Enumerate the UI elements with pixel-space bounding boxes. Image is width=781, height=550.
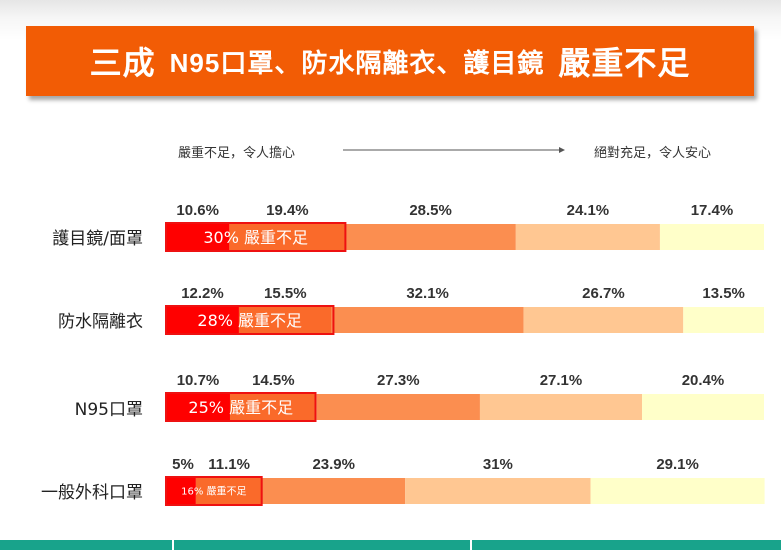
value-label: 31% [483, 456, 513, 473]
highlight-label: 16% 嚴重不足 [181, 485, 246, 498]
bar-segment [345, 224, 516, 250]
value-label: 10.6% [176, 202, 219, 219]
scale-left-label: 嚴重不足，令人擔心 [178, 146, 296, 161]
bar-segment [238, 307, 332, 333]
scale-arrow-icon [343, 147, 565, 153]
category-label: 護目鏡/面罩 [52, 229, 143, 249]
scale-right-label: 絕對充足，令人安心 [594, 146, 712, 161]
bar-segment [316, 394, 480, 420]
bar-segment [166, 478, 196, 504]
value-label: 19.4% [266, 202, 309, 219]
bar-segment [515, 224, 660, 250]
value-label: 27.1% [540, 372, 583, 389]
value-label: 24.1% [567, 202, 610, 219]
bar-segment [683, 307, 764, 333]
bar-segment [659, 224, 764, 250]
bar-segment [262, 478, 406, 504]
bar-segment [229, 224, 346, 250]
bar-segment [166, 394, 230, 420]
bar-segment [405, 478, 591, 504]
bottom-divider [172, 540, 174, 550]
title-items: N95口罩、防水隔離衣、護目鏡 [169, 47, 545, 78]
value-label: 13.5% [702, 285, 745, 302]
category-label: 防水隔離衣 [58, 312, 143, 332]
value-label: 26.7% [582, 285, 625, 302]
bar-segment [479, 394, 643, 420]
value-label: 17.4% [691, 202, 734, 219]
bottom-bar [0, 540, 781, 550]
value-label: 20.4% [682, 372, 725, 389]
bar-segment [166, 224, 230, 250]
value-label: 12.2% [181, 285, 224, 302]
highlight-box [165, 476, 263, 506]
value-label: 10.7% [177, 372, 220, 389]
value-label: 5% [172, 456, 194, 473]
highlight-label: 25% 嚴重不足 [188, 398, 293, 417]
bar-segment [331, 307, 524, 333]
value-label: 15.5% [264, 285, 307, 302]
title-banner: 三成 N95口罩、防水隔離衣、護目鏡 嚴重不足 [26, 26, 754, 96]
value-label: 23.9% [312, 456, 355, 473]
value-label: 32.1% [406, 285, 449, 302]
highlight-box [165, 222, 347, 252]
bottom-divider [470, 540, 472, 550]
highlight-label: 28% 嚴重不足 [197, 311, 302, 330]
value-label: 28.5% [409, 202, 452, 219]
bar-segment [229, 394, 317, 420]
highlight-box [165, 392, 317, 422]
highlight-label: 30% 嚴重不足 [203, 228, 308, 247]
value-label: 14.5% [252, 372, 295, 389]
value-label: 11.1% [208, 456, 250, 473]
value-label: 27.3% [377, 372, 420, 389]
bar-segment [166, 307, 239, 333]
title-suffix: 嚴重不足 [558, 45, 691, 81]
bar-segment [590, 478, 765, 504]
title-prefix: 三成 [89, 45, 156, 81]
highlight-box [165, 305, 335, 335]
bar-segment [523, 307, 684, 333]
bar-segment [195, 478, 263, 504]
value-label: 29.1% [656, 456, 699, 473]
category-label: 一般外科口罩 [41, 483, 143, 503]
bar-segment [642, 394, 764, 420]
category-label: N95口罩 [75, 400, 143, 420]
